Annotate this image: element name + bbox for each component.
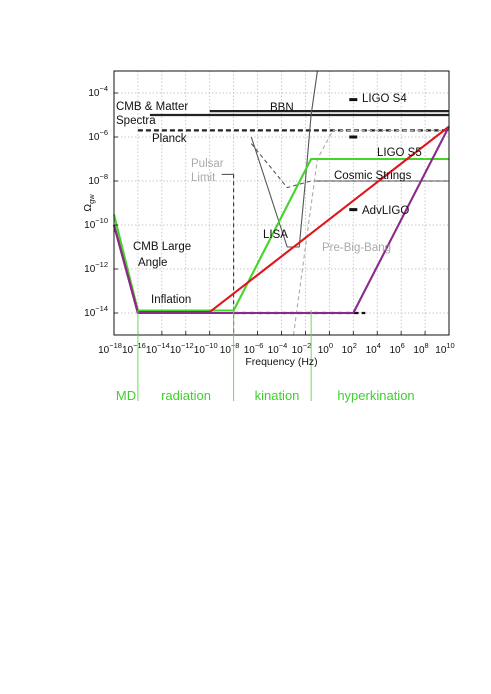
series-purple [112, 126, 450, 315]
x-tick-label: 104 [366, 341, 381, 356]
era-label: kination [255, 388, 300, 403]
y-tick-label: 10−8 [88, 172, 108, 187]
label-cmb-matter-1: CMB & Matter [116, 101, 188, 113]
x-tick-label: 10−6 [244, 341, 264, 356]
label-cmb-large-2: Angle [138, 257, 167, 269]
x-axis-label: Frequency (Hz) [245, 356, 317, 368]
x-tick-label: 10−10 [194, 341, 218, 356]
label-bbn: BBN [270, 102, 294, 114]
label-lisa: LISA [263, 229, 288, 241]
era-label: MD [116, 388, 136, 403]
label-planck: Planck [152, 133, 187, 145]
x-tick-label: 10−14 [146, 341, 170, 356]
x-tick-label: 100 [318, 341, 333, 356]
x-tick-label: 106 [389, 341, 404, 356]
tick-layer: 10−18 10−16 10−14 10−12 10−10 10−8 10−6 10−4 10−… [84, 84, 455, 356]
era-label: hyperkination [337, 388, 414, 403]
x-tick-label: 10−18 [98, 341, 122, 356]
label-ligo-s4: LIGO S4 [362, 93, 407, 105]
y-tick-label: 10−12 [84, 260, 108, 275]
y-tick-label: 10−10 [84, 216, 108, 231]
label-advligo: AdvLIGO [362, 205, 409, 217]
label-pre-big-bang: Pre-Big-Bang [322, 242, 391, 254]
y-tick-label: 10−14 [84, 304, 108, 319]
x-tick-label: 10−16 [122, 341, 146, 356]
x-tick-label: 10−12 [170, 341, 194, 356]
y-tick-label: 10−4 [88, 84, 108, 99]
x-tick-label: 10−8 [220, 341, 240, 356]
x-tick-label: 108 [413, 341, 428, 356]
era-label: radiation [161, 388, 211, 403]
y-axis-label: Ωgw [82, 194, 96, 212]
annotation-layer: CMB & Matter Spectra BBN LIGO S4 Planck LIGO … [116, 93, 422, 306]
label-pulsar-1: Pulsar [191, 158, 224, 170]
era-layer: MD radiation kination hyperkination [116, 310, 415, 403]
label-pulsar-2: Limit [191, 172, 216, 184]
constraint-pre-big-bang [292, 129, 449, 336]
label-cosmic-strings: Cosmic Strings [334, 170, 412, 182]
x-tick-label: 102 [342, 341, 357, 356]
label-inflation: Inflation [151, 294, 191, 306]
x-tick-label: 1010 [435, 341, 454, 356]
label-ligo-s5: LIGO S5 [377, 147, 422, 159]
x-tick-label: 10−2 [292, 341, 312, 356]
label-cmb-matter-2: Spectra [116, 115, 156, 127]
y-tick-label: 10−6 [88, 128, 108, 143]
constraint-lisa [250, 70, 318, 248]
label-cmb-large-1: CMB Large [133, 241, 191, 253]
x-tick-label: 10−4 [268, 341, 288, 356]
